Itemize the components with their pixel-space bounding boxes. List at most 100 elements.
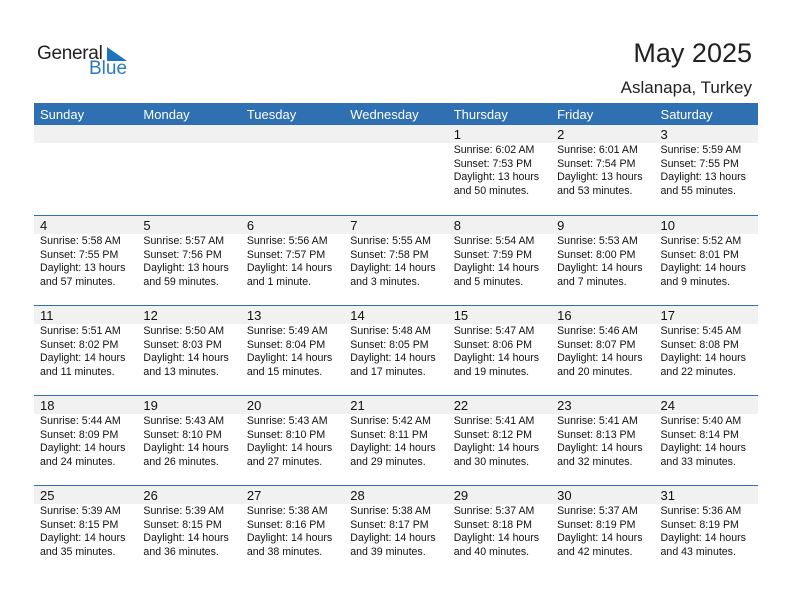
day-number: 25 <box>40 488 55 503</box>
weekday-thursday: Thursday <box>453 107 508 122</box>
daylight-minutes: and 27 minutes. <box>246 455 323 468</box>
weekday-tuesday: Tuesday <box>246 107 297 122</box>
day-number: 6 <box>246 218 255 233</box>
day-number: 8 <box>453 218 461 233</box>
sunrise: Sunrise: 5:50 AM <box>143 325 225 337</box>
day-number: 4 <box>40 218 48 233</box>
sunset: Sunset: 8:02 PM <box>40 338 119 351</box>
daylight-minutes: and 5 minutes. <box>453 275 524 288</box>
sunrise: Sunrise: 5:37 AM <box>557 505 638 517</box>
day-cell: 9 Sunrise: 5:53 AM Sunset: 8:00 PM Dayli… <box>551 216 654 305</box>
sunset: Sunset: 8:09 PM <box>40 428 119 441</box>
daylight-minutes: and 33 minutes. <box>660 455 736 468</box>
day-cell: 15 Sunrise: 5:47 AM Sunset: 8:06 PM Dayl… <box>448 306 551 395</box>
sunset: Sunset: 7:55 PM <box>40 248 119 261</box>
empty-day-cell <box>241 125 344 215</box>
day-number: 27 <box>246 488 262 503</box>
daylight-minutes: and 17 minutes. <box>350 365 426 378</box>
daylight-minutes: and 30 minutes. <box>453 455 530 468</box>
weekday-sunday: Sunday <box>40 107 85 122</box>
sunrise: Sunrise: 5:39 AM <box>40 505 121 517</box>
day-number: 24 <box>660 398 675 413</box>
daylight-minutes: and 50 minutes. <box>453 184 530 197</box>
sunset: Sunset: 8:13 PM <box>557 428 636 441</box>
logo-triangle-icon <box>107 47 127 61</box>
day-cell: 26 Sunrise: 5:39 AM Sunset: 8:15 PM Dayl… <box>137 486 240 575</box>
day-cell: 30 Sunrise: 5:37 AM Sunset: 8:19 PM Dayl… <box>551 486 654 575</box>
sunrise: Sunrise: 5:38 AM <box>246 505 328 517</box>
sunrise: Sunrise: 5:55 AM <box>350 235 431 247</box>
day-cell: 18 Sunrise: 5:44 AM Sunset: 8:09 PM Dayl… <box>34 396 137 485</box>
sunset: Sunset: 8:04 PM <box>246 338 326 351</box>
daylight: Daylight: 14 hours <box>40 532 126 545</box>
day-cell: 31 Sunrise: 5:36 AM Sunset: 8:19 PM Dayl… <box>655 486 758 575</box>
day-number: 16 <box>557 308 572 323</box>
sunset: Sunset: 8:06 PM <box>453 338 533 351</box>
empty-day-cell <box>34 125 137 215</box>
sunset: Sunset: 8:08 PM <box>660 338 739 351</box>
sunset: Sunset: 8:17 PM <box>350 518 429 531</box>
weekday-friday: Friday <box>557 107 594 122</box>
day-number: 21 <box>350 398 365 413</box>
sunrise: Sunrise: 5:58 AM <box>40 235 121 247</box>
daylight: Daylight: 14 hours <box>453 352 540 365</box>
day-cell: 21 Sunrise: 5:42 AM Sunset: 8:11 PM Dayl… <box>344 396 447 485</box>
daylight-minutes: and 26 minutes. <box>143 455 219 468</box>
sunset: Sunset: 8:15 PM <box>40 518 119 531</box>
day-number: 20 <box>246 398 262 413</box>
daylight: Daylight: 14 hours <box>246 352 333 365</box>
day-cell: 7 Sunrise: 5:55 AM Sunset: 7:58 PM Dayli… <box>344 216 447 305</box>
day-number: 14 <box>350 308 365 323</box>
calendar-grid: 1 Sunrise: 6:02 AM Sunset: 7:53 PM Dayli… <box>34 125 758 575</box>
date-strip <box>34 396 758 414</box>
sunrise: Sunrise: 5:43 AM <box>246 415 328 427</box>
day-number: 2 <box>557 127 565 142</box>
sunrise: Sunrise: 5:57 AM <box>143 235 225 247</box>
day-cell: 11 Sunrise: 5:51 AM Sunset: 8:02 PM Dayl… <box>34 306 137 395</box>
day-number: 7 <box>350 218 358 233</box>
day-cell: 1 Sunrise: 6:02 AM Sunset: 7:53 PM Dayli… <box>448 125 551 215</box>
daylight: Daylight: 13 hours <box>557 171 643 184</box>
sunset: Sunset: 7:58 PM <box>350 248 429 261</box>
daylight-minutes: and 1 minute. <box>246 275 312 288</box>
date-strip <box>34 306 758 324</box>
sunrise: Sunrise: 5:49 AM <box>246 325 328 337</box>
sunset: Sunset: 8:19 PM <box>557 518 636 531</box>
empty-day-cell <box>137 125 240 215</box>
sunset: Sunset: 8:18 PM <box>453 518 533 531</box>
weekday-wednesday: Wednesday <box>350 107 419 122</box>
weekday-header: Sunday Monday Tuesday Wednesday Thursday… <box>34 103 758 125</box>
logo-text-general: General <box>37 43 103 64</box>
daylight: Daylight: 14 hours <box>453 442 540 455</box>
daylight: Daylight: 14 hours <box>350 352 436 365</box>
daylight: Daylight: 14 hours <box>246 532 333 545</box>
daylight-minutes: and 13 minutes. <box>143 365 219 378</box>
day-number: 17 <box>660 308 675 323</box>
daylight: Daylight: 14 hours <box>350 262 436 275</box>
sunrise: Sunrise: 5:56 AM <box>246 235 328 247</box>
day-cell: 13 Sunrise: 5:49 AM Sunset: 8:04 PM Dayl… <box>241 306 344 395</box>
sunrise: Sunrise: 6:01 AM <box>557 144 638 156</box>
calendar-week: 11 Sunrise: 5:51 AM Sunset: 8:02 PM Dayl… <box>34 305 758 395</box>
daylight: Daylight: 13 hours <box>143 262 229 275</box>
daylight: Daylight: 13 hours <box>660 171 746 184</box>
daylight: Daylight: 14 hours <box>660 262 746 275</box>
sunrise: Sunrise: 6:02 AM <box>453 144 535 156</box>
date-strip <box>34 125 758 143</box>
daylight-minutes: and 20 minutes. <box>557 365 633 378</box>
daylight: Daylight: 14 hours <box>350 532 436 545</box>
day-cell: 19 Sunrise: 5:43 AM Sunset: 8:10 PM Dayl… <box>137 396 240 485</box>
daylight: Daylight: 13 hours <box>453 171 540 184</box>
sunrise: Sunrise: 5:45 AM <box>660 325 742 337</box>
day-number: 30 <box>557 488 572 503</box>
daylight-minutes: and 53 minutes. <box>557 184 633 197</box>
page-title: May 2025 <box>633 38 752 68</box>
day-cell: 16 Sunrise: 5:46 AM Sunset: 8:07 PM Dayl… <box>551 306 654 395</box>
daylight-minutes: and 9 minutes. <box>660 275 731 288</box>
sunrise: Sunrise: 5:37 AM <box>453 505 535 517</box>
daylight-minutes: and 3 minutes. <box>350 275 420 288</box>
daylight: Daylight: 13 hours <box>40 262 126 275</box>
daylight-minutes: and 57 minutes. <box>40 275 116 288</box>
daylight: Daylight: 14 hours <box>660 532 746 545</box>
daylight: Daylight: 14 hours <box>660 352 746 365</box>
